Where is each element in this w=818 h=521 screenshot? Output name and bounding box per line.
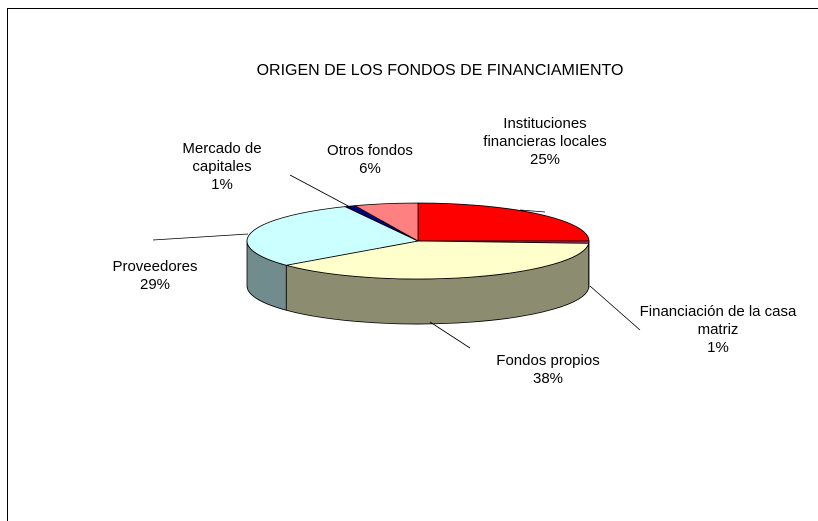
category-label: Otros fondos	[327, 142, 413, 159]
data-label: Proveedores 29%	[95, 258, 215, 294]
category-label: Financiación de la casa matriz	[639, 303, 797, 338]
value-label: 25%	[529, 151, 561, 168]
value-label: 1%	[211, 176, 233, 193]
frame	[7, 8, 818, 521]
data-label: Otros fondos 6%	[320, 142, 420, 178]
slice	[353, 202, 419, 242]
data-label: Mercado de capitales 1%	[167, 140, 277, 194]
leader-line	[519, 209, 546, 213]
slice	[417, 202, 590, 242]
value-label: 38%	[532, 370, 564, 387]
leader-line	[589, 285, 641, 331]
value-label: 6%	[359, 160, 381, 177]
data-label: Instituciones financieras locales 25%	[475, 115, 615, 169]
slice	[286, 240, 590, 280]
leader-line	[152, 233, 249, 241]
slice	[246, 206, 420, 266]
data-label: Financiación de la casa matriz 1%	[633, 303, 803, 357]
data-label: Fondos propios 38%	[473, 352, 623, 388]
category-label: Fondos propios	[496, 352, 600, 369]
value-label: 29%	[139, 276, 171, 293]
chart-title: ORIGEN DE LOS FONDOS DE FINANCIAMIENTO	[256, 62, 624, 79]
category-label: Proveedores	[112, 258, 198, 275]
category-label: Instituciones financieras locales	[483, 115, 607, 150]
leader-line	[289, 174, 351, 208]
category-label: Mercado de capitales	[182, 140, 262, 175]
value-label: 1%	[707, 339, 729, 356]
leader-line	[429, 321, 471, 349]
